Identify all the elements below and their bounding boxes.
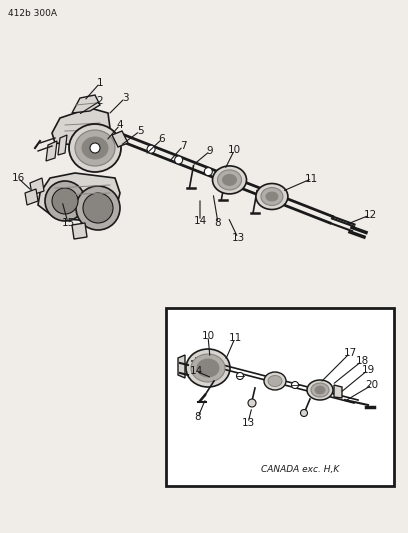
Circle shape [147, 145, 155, 153]
Text: 4: 4 [117, 120, 123, 130]
Text: 16: 16 [11, 173, 24, 183]
Text: 9: 9 [207, 146, 213, 156]
Text: 11: 11 [305, 174, 319, 183]
Ellipse shape [217, 170, 242, 190]
Polygon shape [334, 385, 342, 398]
Ellipse shape [261, 188, 283, 206]
Ellipse shape [307, 380, 333, 400]
Bar [166, 308, 394, 486]
Text: 8: 8 [215, 218, 221, 228]
Ellipse shape [315, 386, 325, 394]
Ellipse shape [69, 124, 121, 172]
Polygon shape [30, 178, 44, 195]
Circle shape [237, 373, 244, 379]
Circle shape [45, 181, 85, 221]
Ellipse shape [191, 354, 225, 382]
Polygon shape [72, 95, 100, 113]
Text: 5: 5 [137, 126, 143, 136]
Text: 20: 20 [366, 380, 379, 390]
Ellipse shape [268, 376, 282, 386]
Text: 6: 6 [159, 134, 165, 144]
Circle shape [301, 409, 308, 416]
Circle shape [83, 193, 113, 223]
Text: 1: 1 [97, 78, 103, 88]
Text: 10: 10 [228, 145, 241, 155]
Text: 10: 10 [202, 331, 215, 341]
Text: 7: 7 [180, 141, 186, 151]
Text: 13: 13 [231, 233, 245, 243]
Text: 11: 11 [228, 333, 242, 343]
Text: 13: 13 [242, 418, 255, 428]
Ellipse shape [82, 137, 108, 159]
Text: 3: 3 [122, 93, 128, 103]
Text: 14: 14 [189, 366, 203, 376]
Polygon shape [72, 223, 87, 239]
Ellipse shape [75, 130, 115, 166]
Circle shape [90, 143, 100, 153]
Text: 18: 18 [355, 356, 368, 366]
Circle shape [175, 156, 183, 164]
Ellipse shape [266, 192, 278, 201]
Polygon shape [52, 108, 110, 145]
Ellipse shape [186, 349, 230, 387]
Circle shape [204, 167, 212, 175]
Text: 412b 300A: 412b 300A [8, 9, 57, 18]
Text: 17: 17 [344, 348, 357, 358]
Ellipse shape [264, 372, 286, 390]
Text: 14: 14 [193, 216, 206, 226]
Polygon shape [46, 141, 57, 161]
Polygon shape [178, 355, 185, 378]
Polygon shape [58, 135, 67, 155]
Text: 12: 12 [364, 210, 377, 220]
Circle shape [291, 382, 299, 389]
Ellipse shape [197, 359, 219, 377]
Ellipse shape [311, 383, 329, 397]
Polygon shape [25, 189, 38, 205]
Circle shape [248, 399, 256, 407]
Polygon shape [38, 173, 120, 221]
Circle shape [76, 186, 120, 230]
Text: 8: 8 [195, 412, 201, 422]
Ellipse shape [256, 183, 288, 209]
Text: 15: 15 [61, 218, 75, 228]
Ellipse shape [213, 166, 246, 194]
Polygon shape [112, 131, 128, 147]
Ellipse shape [222, 174, 237, 185]
Text: 19: 19 [361, 365, 375, 375]
Circle shape [52, 188, 78, 214]
Text: CANADA exc. H,K: CANADA exc. H,K [261, 465, 339, 474]
Text: 2: 2 [97, 96, 103, 106]
